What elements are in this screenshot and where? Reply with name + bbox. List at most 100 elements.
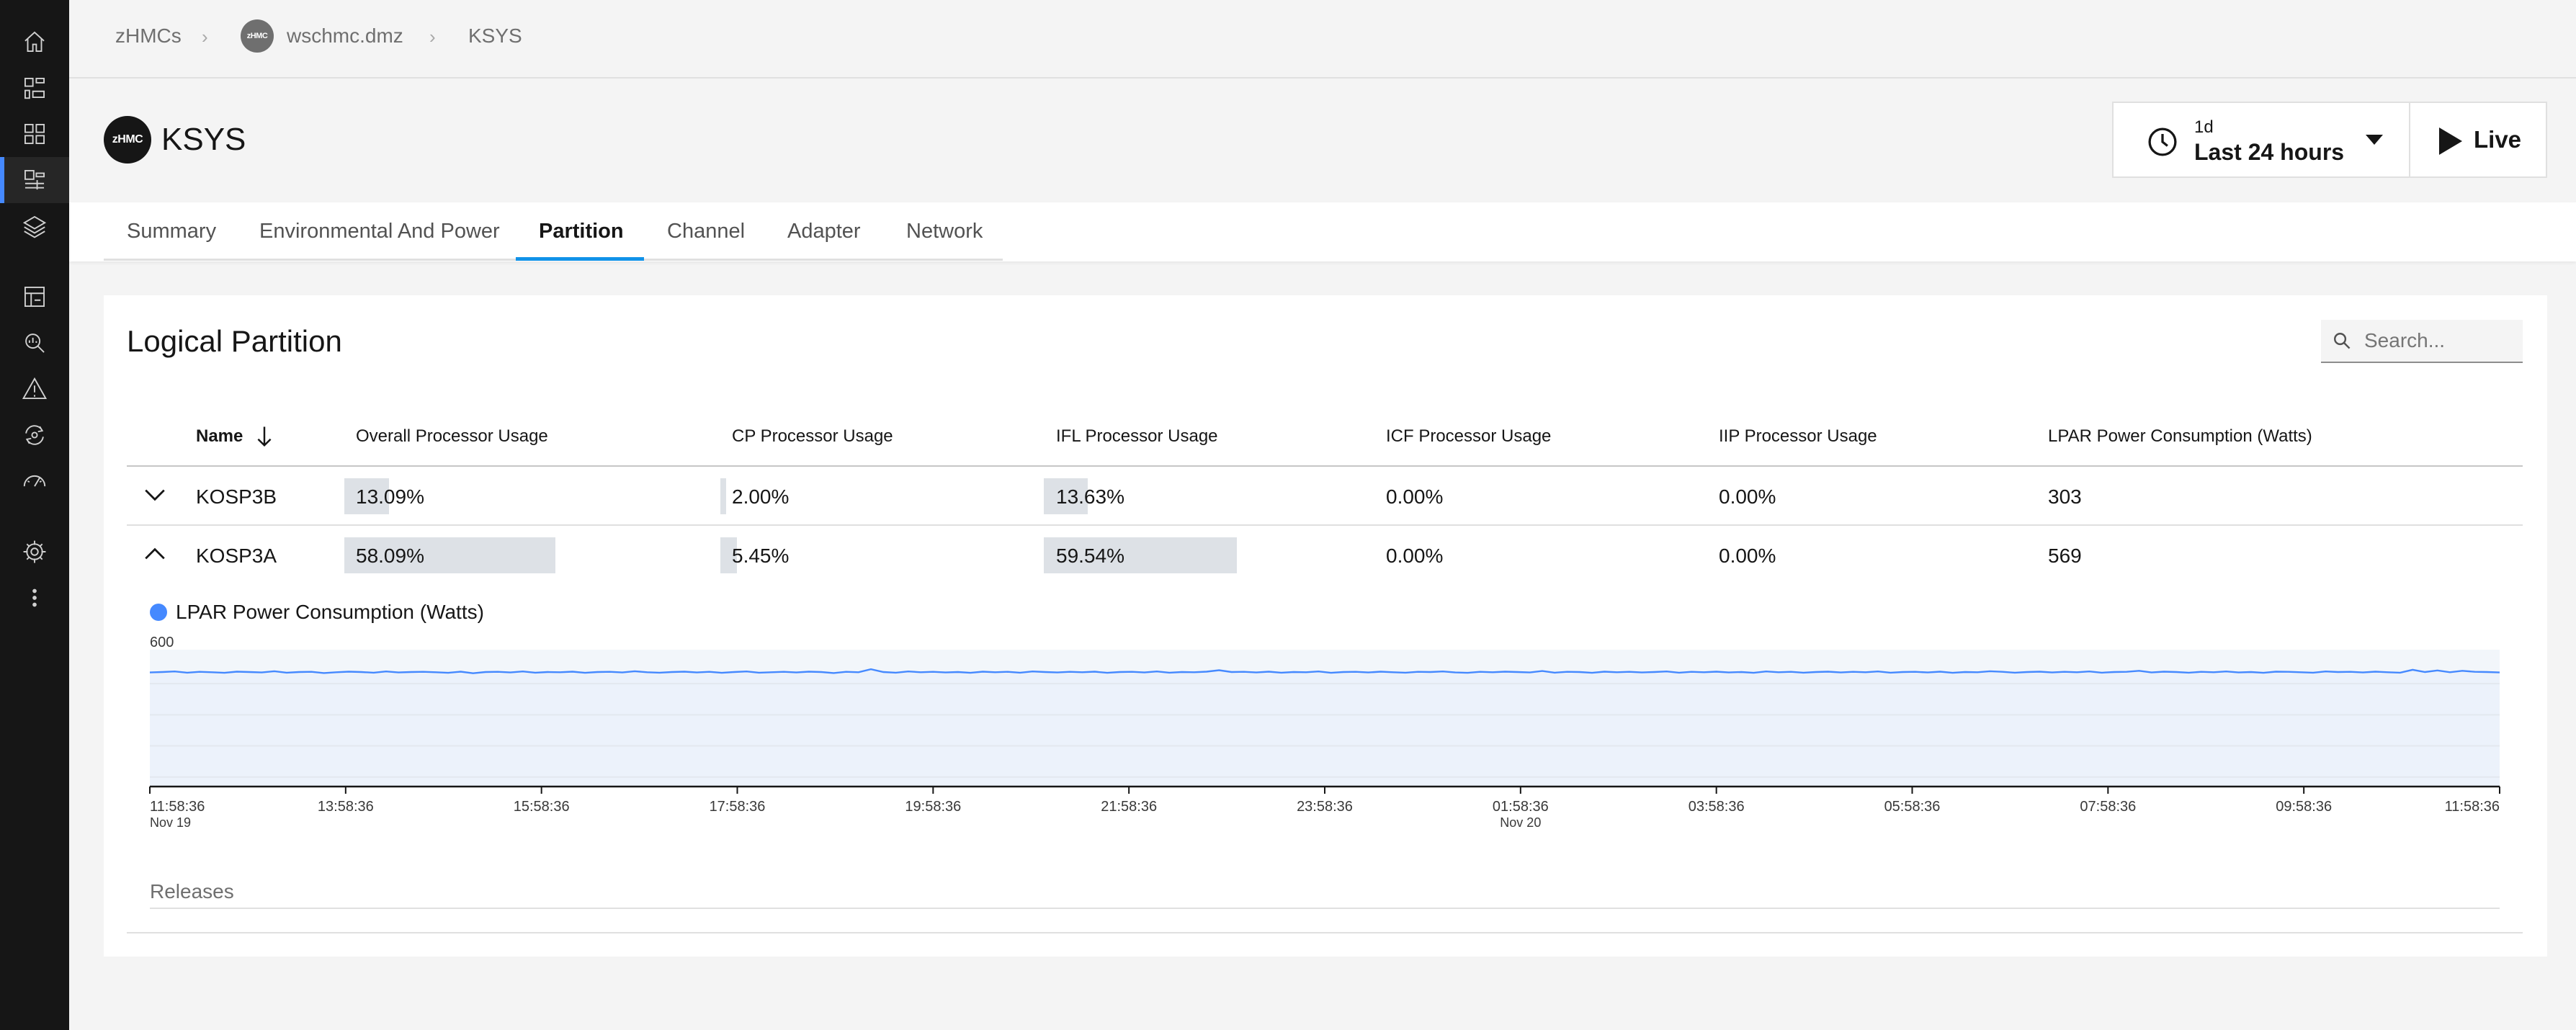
- icf-usage-value: 0.00%: [1386, 545, 1444, 567]
- x-tick-date: Nov 20: [1500, 815, 1541, 830]
- chevron-right-icon: ›: [202, 26, 208, 48]
- releases-divider: [150, 908, 2500, 909]
- breadcrumb-item-current: KSYS: [468, 24, 522, 47]
- row-name: KOSP3A: [196, 545, 277, 567]
- search-analytics-icon[interactable]: [0, 320, 69, 366]
- chevron-up-icon[interactable]: [143, 542, 167, 566]
- chevron-right-icon: ›: [429, 26, 436, 48]
- x-tick-label: 03:58:36: [1689, 799, 1745, 815]
- x-tick-label: 11:58:36: [2445, 799, 2500, 815]
- sort-arrow-down-icon[interactable]: [255, 425, 274, 448]
- x-tick-label: 09:58:36: [2276, 799, 2332, 815]
- performance-icon[interactable]: [0, 458, 69, 504]
- report-icon[interactable]: [0, 274, 69, 320]
- search-input[interactable]: [2363, 326, 2517, 356]
- series-line: [149, 668, 2500, 674]
- x-tick-label: 01:58:36: [1493, 799, 1549, 815]
- tab-partition[interactable]: Partition: [539, 220, 624, 243]
- releases-row-label: Releases: [150, 880, 234, 903]
- x-tick-label: 11:58:36: [150, 799, 205, 815]
- icf-usage-value: 0.00%: [1386, 485, 1444, 508]
- dashboard-icon[interactable]: [0, 111, 69, 157]
- tab-environmental-and-power[interactable]: Environmental And Power: [259, 220, 500, 243]
- overflow-menu-icon[interactable]: [0, 575, 69, 621]
- time-range-short: 1d: [2194, 117, 2214, 137]
- legend-label: LPAR Power Consumption (Watts): [176, 601, 484, 623]
- cp-usage-bar: [720, 478, 726, 514]
- tab-bar: Summary Environmental And Power Partitio…: [69, 202, 2576, 261]
- search-icon: [2334, 333, 2351, 349]
- zhmc-logo: zHMC: [104, 116, 151, 164]
- settings-icon[interactable]: [0, 529, 69, 575]
- tab-active-indicator: [516, 257, 644, 261]
- x-tick-date: Nov 19: [150, 815, 191, 830]
- play-icon: [2439, 127, 2462, 155]
- x-tick-label: 19:58:36: [905, 799, 961, 815]
- x-tick-label: 05:58:36: [1884, 799, 1941, 815]
- warning-icon[interactable]: [0, 366, 69, 412]
- legend-dot: [150, 604, 167, 621]
- overall-usage-bar: [344, 537, 555, 573]
- page-header: zHMC KSYS 1d Last 24 hours Live: [69, 79, 2576, 202]
- breadcrumb-item-zhmcs[interactable]: zHMCs: [115, 24, 182, 47]
- time-range-dropdown[interactable]: 1d Last 24 hours: [2114, 103, 2407, 176]
- ifl-usage-value: 59.54%: [1056, 545, 1124, 567]
- live-button[interactable]: Live: [2409, 103, 2546, 176]
- series-area: [150, 669, 2500, 787]
- power-value: 569: [2048, 545, 2082, 567]
- ifl-usage-value: 13.63%: [1056, 485, 1124, 508]
- column-header-iip[interactable]: IIP Processor Usage: [1719, 426, 1877, 446]
- column-header-name[interactable]: Name: [196, 426, 243, 446]
- row-name: KOSP3B: [196, 485, 277, 508]
- cp-usage-value: 2.00%: [732, 485, 790, 508]
- resources-icon[interactable]: [0, 157, 69, 203]
- ifl-usage-bar: [1044, 537, 1237, 573]
- cp-usage-bar: [720, 537, 737, 573]
- live-label: Live: [2474, 126, 2522, 153]
- overall-usage-bar: [344, 478, 389, 514]
- time-range-label: Last 24 hours: [2194, 139, 2345, 165]
- chart-legend[interactable]: LPAR Power Consumption (Watts): [150, 601, 484, 624]
- column-header-cp[interactable]: CP Processor Usage: [732, 426, 893, 446]
- cp-usage-value: 5.45%: [732, 545, 790, 567]
- x-tick-label: 07:58:36: [2080, 799, 2136, 815]
- y-tick-label: 600: [150, 635, 174, 650]
- iip-usage-value: 0.00%: [1719, 545, 1776, 567]
- tab-network[interactable]: Network: [906, 220, 983, 243]
- clock-icon: [2148, 127, 2177, 156]
- x-tick-label: 17:58:36: [710, 799, 766, 815]
- column-header-ifl[interactable]: IFL Processor Usage: [1056, 426, 1218, 446]
- caret-down-icon: [2366, 135, 2383, 145]
- tab-channel[interactable]: Channel: [667, 220, 746, 243]
- power-value: 303: [2048, 485, 2082, 508]
- layers-icon[interactable]: [0, 203, 69, 249]
- topology-icon[interactable]: [0, 65, 69, 111]
- table-row[interactable]: KOSP3A 58.09% 5.45% 59.54% 0.00% 0.00% 5…: [127, 526, 2523, 583]
- column-header-overall[interactable]: Overall Processor Usage: [356, 426, 548, 446]
- iip-usage-value: 0.00%: [1719, 485, 1776, 508]
- ifl-usage-bar: [1044, 478, 1088, 514]
- time-range-control: 1d Last 24 hours Live: [2112, 102, 2547, 178]
- table-row[interactable]: KOSP3B 13.09% 2.00% 13.63% 0.00% 0.00% 3…: [127, 467, 2523, 526]
- logical-partition-card: Logical Partition Name Overall Processor…: [104, 295, 2547, 957]
- overall-usage-value: 13.09%: [356, 485, 424, 508]
- breadcrumb-item-hmc[interactable]: wschmc.dmz: [287, 24, 403, 47]
- card-divider: [127, 932, 2523, 933]
- breadcrumb: zHMCs › zHMC wschmc.dmz › KSYS: [69, 0, 2576, 79]
- column-header-power[interactable]: LPAR Power Consumption (Watts): [2048, 426, 2312, 446]
- column-header-icf[interactable]: ICF Processor Usage: [1386, 426, 1552, 446]
- home-icon[interactable]: [0, 19, 69, 65]
- zhmc-avatar: zHMC: [241, 19, 274, 53]
- side-nav-rail: [0, 0, 69, 1030]
- search-field[interactable]: [2321, 320, 2523, 363]
- tab-adapter[interactable]: Adapter: [787, 220, 861, 243]
- overall-usage-value: 58.09%: [356, 545, 424, 567]
- tab-summary[interactable]: Summary: [127, 220, 217, 243]
- table-header: Name Overall Processor Usage CP Processo…: [127, 403, 2523, 467]
- x-tick-label: 15:58:36: [514, 799, 570, 815]
- chevron-down-icon[interactable]: [143, 483, 167, 507]
- automation-icon[interactable]: [0, 412, 69, 458]
- x-tick-label: 13:58:36: [318, 799, 374, 815]
- x-tick-label: 23:58:36: [1297, 799, 1353, 815]
